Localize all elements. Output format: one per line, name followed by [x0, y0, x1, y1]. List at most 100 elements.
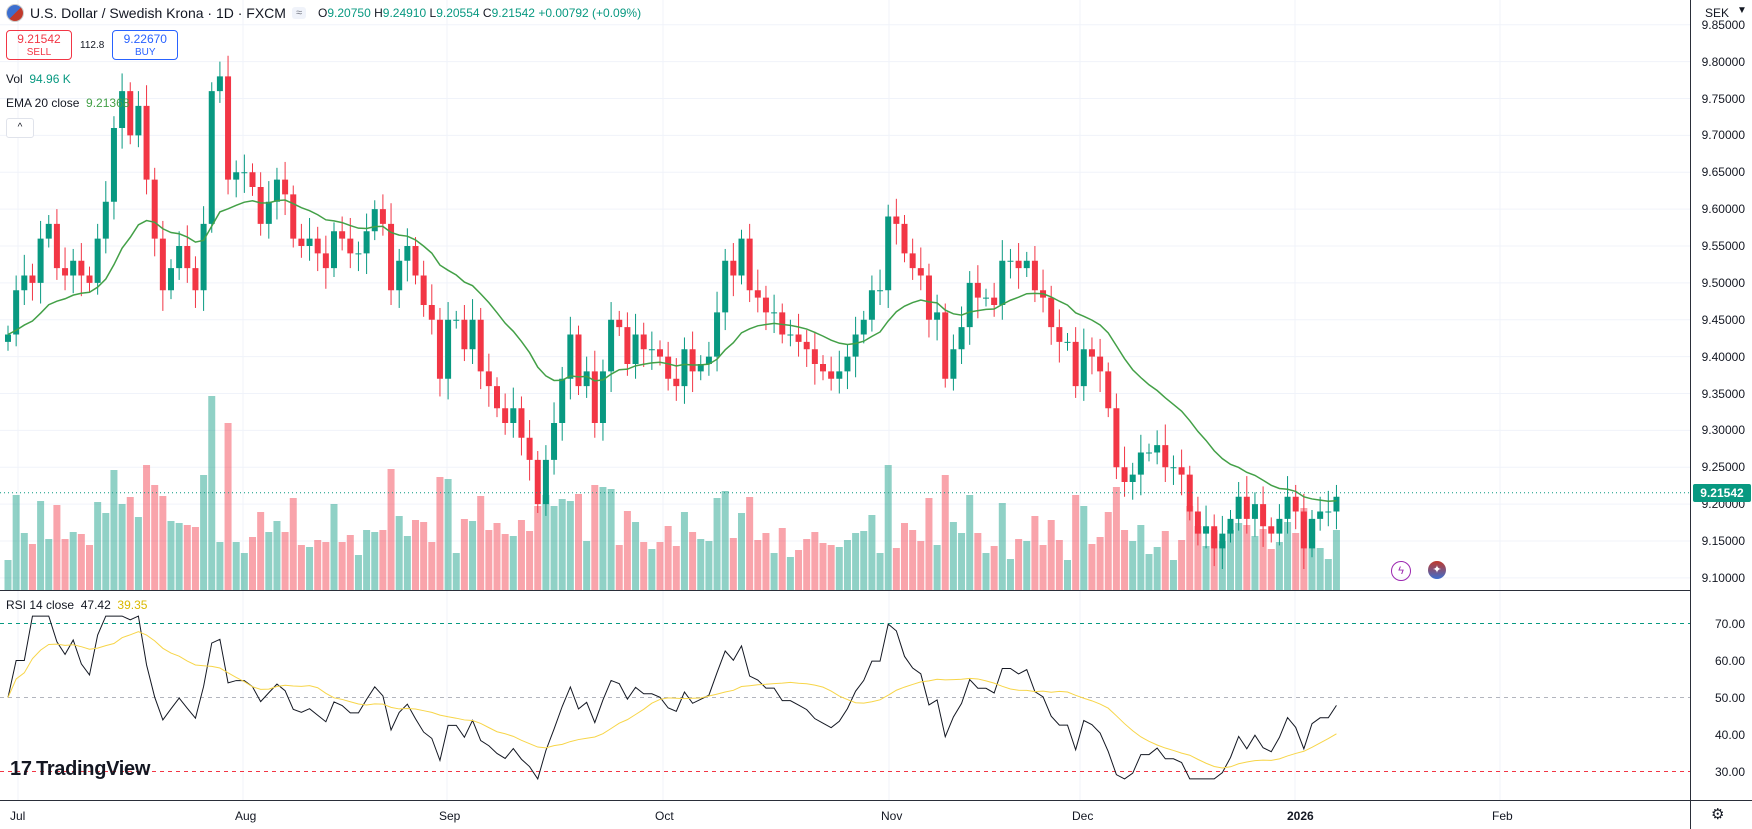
- ema-legend[interactable]: EMA 20 close 9.21368: [6, 96, 130, 110]
- volume-bar: [1039, 545, 1047, 590]
- volume-bar: [648, 549, 656, 590]
- candle-body: [494, 386, 500, 409]
- chart-canvas[interactable]: [0, 0, 1690, 800]
- gear-icon[interactable]: ⚙: [1711, 806, 1725, 823]
- candle-body: [811, 349, 818, 364]
- volume-bar: [12, 495, 20, 590]
- candle-body: [461, 319, 468, 350]
- volume-legend[interactable]: Vol 94.96 K: [6, 72, 71, 86]
- candle-body: [1056, 327, 1063, 342]
- candle-body: [5, 334, 11, 342]
- candle-body: [518, 408, 525, 438]
- volume-bar: [1031, 516, 1039, 590]
- us-flag-event-icon[interactable]: ✦: [1428, 561, 1446, 579]
- candle-body: [934, 312, 941, 320]
- time-tick-label: 2026: [1287, 809, 1314, 823]
- volume-bar: [297, 545, 305, 590]
- candle-body: [942, 312, 949, 379]
- volume-bar: [118, 504, 126, 590]
- time-tick-label: Aug: [235, 809, 257, 823]
- volume-bar: [623, 511, 631, 590]
- candle-body: [70, 260, 77, 276]
- volume-bar: [403, 536, 411, 590]
- chart-area[interactable]: U.S. Dollar / Swedish Krona · 1D · FXCM …: [0, 0, 1690, 800]
- candle-body: [665, 356, 672, 379]
- candle-body: [730, 260, 737, 276]
- candle-body: [575, 334, 582, 387]
- candle-body: [1137, 452, 1144, 475]
- candle-body: [681, 349, 688, 387]
- volume-bar: [322, 542, 330, 590]
- candle-body: [657, 349, 663, 357]
- symbol-title[interactable]: U.S. Dollar / Swedish Krona · 1D · FXCM: [30, 5, 286, 21]
- chevron-down-icon[interactable]: ▼: [1737, 5, 1747, 16]
- candle-body: [265, 201, 272, 224]
- ema-line: [7, 199, 1337, 502]
- price-tick-label: 9.60000: [1701, 202, 1745, 217]
- volume-bar: [1055, 540, 1063, 590]
- candle-body: [1023, 260, 1030, 269]
- volume-bar: [1153, 547, 1161, 590]
- candle-body: [1325, 511, 1332, 513]
- currency-label[interactable]: SEK: [1705, 6, 1730, 20]
- rsi-legend[interactable]: RSI 14 close 47.42 39.35: [6, 598, 148, 612]
- candle-body: [1154, 445, 1161, 453]
- candle-body: [722, 260, 729, 313]
- sell-button[interactable]: 9.21542 SELL: [6, 30, 72, 60]
- volume-bar: [1284, 522, 1292, 590]
- candle-body: [925, 275, 932, 320]
- volume-bar: [746, 497, 754, 590]
- pane-separator[interactable]: [0, 590, 1690, 591]
- chart-settings-corner[interactable]: ⚙: [1690, 800, 1752, 829]
- volume-bar: [420, 522, 428, 590]
- candle-body: [1088, 349, 1095, 357]
- buy-button[interactable]: 9.22670 BUY: [112, 30, 179, 60]
- volume-bar: [387, 469, 395, 590]
- candle-body: [502, 408, 509, 423]
- candle-body: [1317, 511, 1324, 519]
- volume-bar: [61, 539, 69, 590]
- volume-bar: [550, 506, 558, 590]
- price-tick-label: 9.15000: [1701, 534, 1745, 548]
- candle-body: [591, 371, 598, 423]
- volume-bar: [143, 465, 151, 590]
- volume-bar: [689, 532, 697, 590]
- candle-body: [1260, 504, 1267, 527]
- volume-bar: [444, 479, 452, 590]
- candle-body: [1121, 467, 1128, 482]
- candle-body: [852, 334, 859, 357]
- volume-bar: [575, 494, 582, 590]
- volume-bar: [615, 545, 623, 590]
- candle-body: [1015, 260, 1022, 269]
- volume-bar: [1145, 554, 1153, 590]
- tradingview-logo: 17 TradingView: [10, 758, 151, 780]
- candle-body: [705, 356, 712, 364]
- wave-icon[interactable]: ≈: [291, 7, 307, 19]
- candle-body: [795, 334, 802, 342]
- volume-bar: [240, 553, 248, 590]
- spread-value: 112.8: [80, 39, 105, 51]
- volume-bar: [1235, 523, 1243, 590]
- candle-body: [159, 238, 166, 291]
- candle-body: [102, 201, 109, 239]
- rsi-line: [7, 615, 1337, 781]
- volume-bar: [607, 489, 615, 590]
- candle-body: [331, 231, 337, 269]
- candle-body: [1203, 526, 1210, 534]
- lightning-event-icon[interactable]: ϟ: [1391, 561, 1411, 581]
- time-axis[interactable]: Jul Aug Sep Oct Nov Dec 2026 Feb: [0, 800, 1690, 829]
- candle-body: [184, 246, 191, 269]
- volume-bar: [990, 546, 998, 590]
- volume-bar: [982, 553, 990, 590]
- change-value: +0.00792 (+0.09%): [538, 6, 642, 20]
- candle-body: [624, 327, 631, 364]
- candle-body: [673, 378, 680, 387]
- collapse-legend-button[interactable]: ^: [6, 118, 34, 138]
- candle-body: [1031, 260, 1038, 291]
- candle-body: [966, 282, 973, 328]
- price-axis[interactable]: SEK ▼ 9.85000 9.80000 9.75000 9.70000 9.6500…: [1690, 0, 1752, 800]
- candle-body: [436, 319, 443, 379]
- candle-body: [689, 349, 696, 372]
- volume-bar: [167, 521, 175, 590]
- time-tick-label: Jul: [10, 809, 26, 823]
